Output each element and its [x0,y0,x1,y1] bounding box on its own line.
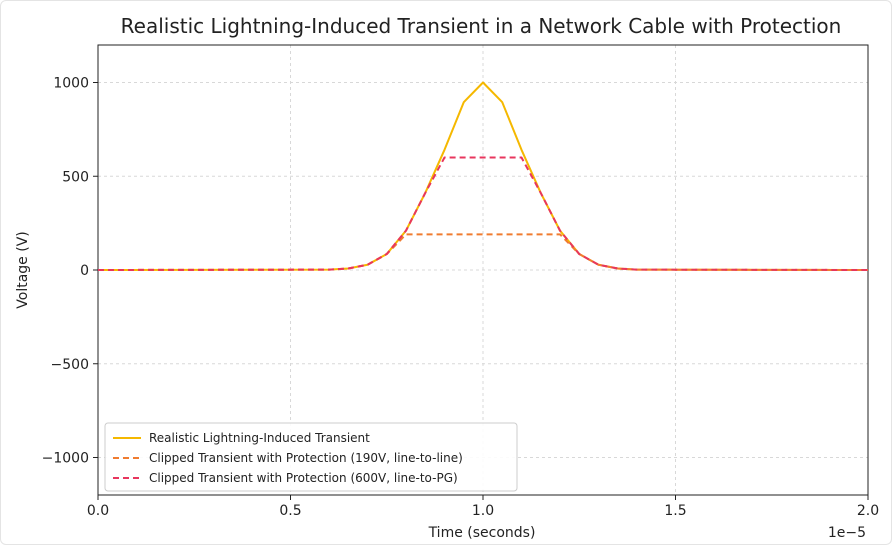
y-tick-label: 0 [80,263,89,279]
x-offset-label: 1e−5 [828,525,866,541]
series-line-3 [97,156,869,271]
series-lines [97,81,869,271]
y-tick-label: 500 [62,169,89,185]
x-tick-label: 0.5 [279,503,301,519]
legend-box [104,422,518,492]
y-tick-label: −1000 [42,451,89,467]
x-tick-label: 0.0 [87,503,109,519]
legend-label: Clipped Transient with Protection (600V,… [149,471,458,485]
y-axis: 1000 500 0 −500 −1000 [42,76,98,467]
x-axis: 0.0 0.5 1.0 1.5 2.0 [87,495,879,519]
y-axis-label: Voltage (V) [15,231,31,308]
legend: Realistic Lightning-Induced Transient Cli… [104,422,518,492]
x-tick-label: 2.0 [857,503,879,519]
chart-title: Realistic Lightning-Induced Transient in… [121,14,842,38]
series-line-2 [97,233,869,271]
x-axis-label: Time (seconds) [428,525,536,541]
x-tick-label: 1.5 [664,503,686,519]
legend-label: Realistic Lightning-Induced Transient [149,431,370,445]
y-tick-label: 1000 [53,76,89,92]
x-tick-label: 1.0 [472,503,494,519]
y-tick-label: −500 [51,357,89,373]
legend-label: Clipped Transient with Protection (190V,… [149,451,463,465]
